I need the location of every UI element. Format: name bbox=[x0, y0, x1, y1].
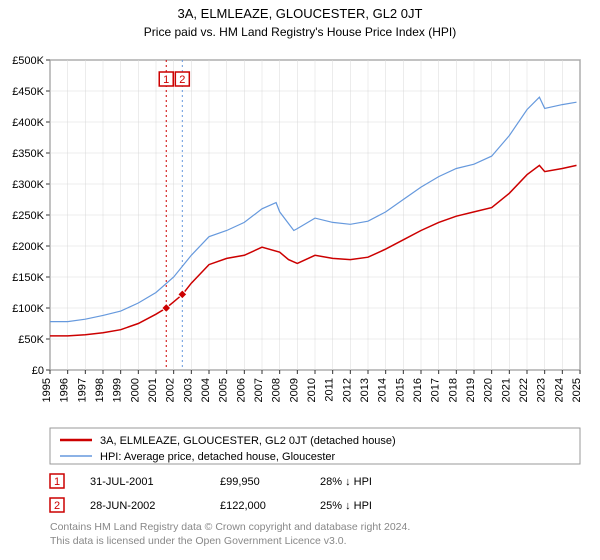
x-tick-label: 2016 bbox=[412, 378, 424, 402]
x-tick-label: 2022 bbox=[518, 378, 530, 402]
note-diff: 28% ↓ HPI bbox=[320, 476, 372, 488]
x-tick-label: 2008 bbox=[271, 378, 283, 402]
marker-badge-number: 1 bbox=[163, 74, 169, 86]
y-tick-label: £350K bbox=[12, 148, 44, 160]
footer-line: This data is licensed under the Open Gov… bbox=[50, 535, 347, 547]
note-badge-number: 1 bbox=[54, 476, 60, 488]
y-tick-label: £250K bbox=[12, 210, 44, 222]
x-tick-label: 2005 bbox=[218, 378, 230, 402]
x-tick-label: 1997 bbox=[76, 378, 88, 402]
legend-label: 3A, ELMLEAZE, GLOUCESTER, GL2 0JT (detac… bbox=[100, 435, 396, 447]
x-tick-label: 2023 bbox=[536, 378, 548, 402]
x-tick-label: 2009 bbox=[288, 378, 300, 402]
note-badge-number: 2 bbox=[54, 500, 60, 512]
x-tick-label: 2001 bbox=[147, 378, 159, 402]
x-tick-label: 2017 bbox=[430, 378, 442, 402]
y-tick-label: £400K bbox=[12, 117, 44, 129]
x-tick-label: 2025 bbox=[571, 378, 583, 402]
footer-line: Contains HM Land Registry data © Crown c… bbox=[50, 521, 410, 533]
x-tick-label: 2019 bbox=[465, 378, 477, 402]
x-tick-label: 1999 bbox=[112, 378, 124, 402]
x-tick-label: 2012 bbox=[341, 378, 353, 402]
note-date: 31-JUL-2001 bbox=[90, 476, 154, 488]
x-tick-label: 2003 bbox=[182, 378, 194, 402]
x-tick-label: 1998 bbox=[94, 378, 106, 402]
x-tick-label: 2018 bbox=[447, 378, 459, 402]
y-tick-label: £200K bbox=[12, 241, 44, 253]
y-tick-label: £50K bbox=[18, 334, 44, 346]
price-chart: 3A, ELMLEAZE, GLOUCESTER, GL2 0JT Price p… bbox=[0, 0, 600, 560]
y-tick-label: £150K bbox=[12, 272, 44, 284]
x-tick-label: 2024 bbox=[553, 378, 565, 402]
chart-title: 3A, ELMLEAZE, GLOUCESTER, GL2 0JT bbox=[178, 6, 423, 21]
x-tick-label: 2002 bbox=[165, 378, 177, 402]
x-tick-label: 2021 bbox=[500, 378, 512, 402]
marker-badge-number: 2 bbox=[179, 74, 185, 86]
y-tick-label: £0 bbox=[32, 365, 44, 377]
x-tick-label: 2004 bbox=[200, 378, 212, 402]
note-price: £99,950 bbox=[220, 476, 260, 488]
y-tick-label: £100K bbox=[12, 303, 44, 315]
legend-label: HPI: Average price, detached house, Glou… bbox=[100, 451, 336, 463]
y-tick-label: £300K bbox=[12, 179, 44, 191]
note-date: 28-JUN-2002 bbox=[90, 500, 155, 512]
x-tick-label: 1995 bbox=[41, 378, 53, 402]
x-tick-label: 2006 bbox=[235, 378, 247, 402]
x-tick-label: 2014 bbox=[377, 378, 389, 402]
x-tick-label: 2010 bbox=[306, 378, 318, 402]
x-tick-label: 2007 bbox=[253, 378, 265, 402]
x-tick-label: 2015 bbox=[394, 378, 406, 402]
x-tick-label: 2000 bbox=[129, 378, 141, 402]
chart-subtitle: Price paid vs. HM Land Registry's House … bbox=[144, 25, 456, 39]
note-diff: 25% ↓ HPI bbox=[320, 500, 372, 512]
y-tick-label: £450K bbox=[12, 86, 44, 98]
x-tick-label: 2020 bbox=[483, 378, 495, 402]
x-tick-label: 2013 bbox=[359, 378, 371, 402]
y-tick-label: £500K bbox=[12, 55, 44, 67]
x-tick-label: 2011 bbox=[324, 378, 336, 402]
x-tick-label: 1996 bbox=[59, 378, 71, 402]
note-price: £122,000 bbox=[220, 500, 266, 512]
